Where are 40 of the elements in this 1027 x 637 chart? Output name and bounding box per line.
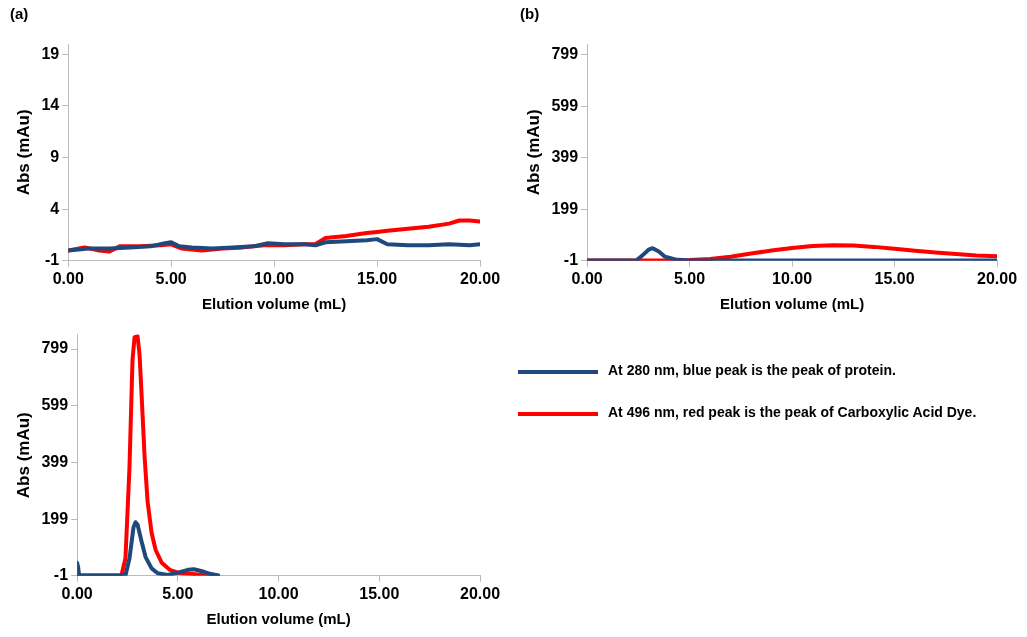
y-axis-title: Abs (mAu) — [13, 412, 33, 499]
x-axis-title: Elution volume (mL) — [206, 610, 351, 628]
x-tick-label: 5.00 — [162, 584, 194, 602]
x-tick-label: 20.00 — [976, 269, 1018, 287]
y-tick-label: -1 — [563, 251, 579, 269]
x-tick-label: 10.00 — [254, 269, 295, 287]
chart-title: (b) — [520, 5, 540, 23]
y-tick-label: 4 — [50, 199, 60, 217]
x-tick-label: 10.00 — [772, 269, 813, 287]
text: At 280 nm, blue peak is the peak of protein. — [608, 362, 896, 378]
y-tick-label: 599 — [551, 96, 579, 114]
y-tick-label: 14 — [41, 96, 60, 114]
y-axis-title: Abs (mAu) — [523, 109, 543, 196]
y-tick-label: 9 — [50, 147, 60, 165]
x-tick-label: 15.00 — [874, 269, 915, 287]
y-tick-label: 599 — [41, 396, 69, 414]
x-tick-label: 20.00 — [459, 584, 501, 602]
y-tick-label: 19 — [41, 44, 60, 62]
y-tick-label: 799 — [551, 44, 579, 62]
y-tick-label: 399 — [41, 452, 69, 470]
x-tick-label: 15.00 — [359, 584, 400, 602]
x-tick-label: 15.00 — [357, 269, 398, 287]
y-tick-label: 199 — [41, 509, 69, 527]
y-tick-label: -1 — [53, 566, 69, 584]
x-tick-label: 0.00 — [52, 269, 84, 287]
y-axis-title: Abs (mAu) — [13, 109, 33, 196]
x-tick-label: 5.00 — [155, 269, 187, 287]
x-tick-label: 5.00 — [674, 269, 706, 287]
x-tick-label: 0.00 — [571, 269, 603, 287]
y-tick-label: 199 — [551, 199, 579, 217]
x-axis-title: Elution volume (mL) — [202, 295, 347, 313]
text: At 496 nm, red peak is the peak of Carboxylic Acid Dye. — [608, 404, 977, 420]
y-tick-label: 399 — [551, 148, 579, 166]
x-tick-label: 20.00 — [459, 269, 501, 287]
x-tick-label: 0.00 — [61, 584, 93, 602]
chart-title: (a) — [10, 5, 29, 23]
x-tick-label: 10.00 — [258, 584, 299, 602]
y-tick-label: -1 — [44, 251, 60, 269]
x-axis-title: Elution volume (mL) — [719, 295, 865, 313]
y-tick-label: 799 — [41, 339, 69, 357]
